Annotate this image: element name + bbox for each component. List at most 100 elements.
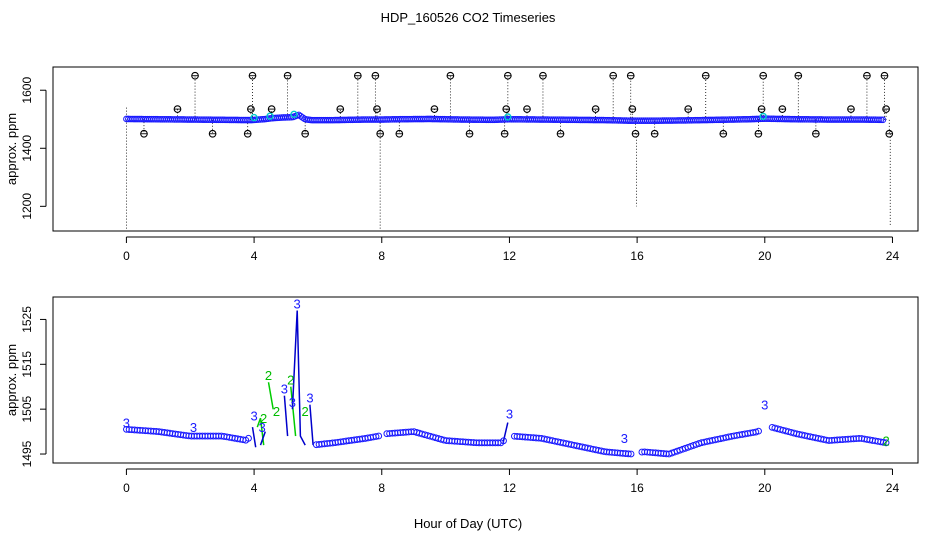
outlier-point: [754, 129, 763, 138]
cyan-point: [504, 113, 512, 121]
series-3-marker: 3: [281, 382, 288, 397]
series-line: [309, 404, 314, 446]
outlier-point: [863, 71, 871, 80]
cyan-point: [266, 112, 274, 120]
outlier-point: [247, 105, 255, 113]
outlier-point: [500, 129, 509, 138]
outlier-point: [523, 105, 531, 113]
cyan-point: [290, 110, 298, 119]
series-line: [290, 386, 297, 437]
outlier-point: [794, 71, 803, 80]
outlier-point: [812, 129, 820, 138]
bottom-axes: 0 4 8 12 16 20 24 1495 1505 1515 1525: [20, 306, 899, 495]
outlier-point: [778, 105, 787, 113]
baseline-point: [875, 116, 883, 124]
outlier-point: [371, 71, 380, 80]
outlier-point: [757, 105, 766, 113]
outlier-point: [248, 71, 257, 80]
bottom-y-tick-label: 1495: [20, 440, 34, 467]
series-point: [245, 434, 252, 442]
outlier-point: [336, 105, 345, 113]
bottom-x-tick-label: 16: [630, 481, 644, 495]
series-point: [755, 427, 762, 435]
series-line: [502, 422, 509, 443]
series-2-marker: 2: [265, 368, 272, 383]
bottom-x-tick-label: 4: [251, 481, 258, 495]
outlier-point: [243, 129, 252, 138]
outlier-point: [140, 129, 148, 138]
bottom-x-tick-label: 8: [378, 481, 385, 495]
bottom-x-tick-label: 24: [886, 481, 900, 495]
bottom-x-tick-label: 20: [758, 481, 772, 495]
x-axis-label: Hour of Day (UTC): [414, 516, 522, 531]
series-line: [259, 431, 267, 446]
series-3-marker: 3: [289, 395, 296, 410]
top-x-tick-label: 8: [378, 249, 385, 263]
series-point: [882, 439, 890, 447]
outlier-point: [885, 129, 894, 138]
series-3-marker: 3: [258, 420, 265, 435]
bottom-y-tick-label: 1525: [20, 306, 34, 333]
outlier-point: [701, 71, 710, 80]
top-x-tick-label: 0: [123, 249, 130, 263]
outlier-point: [283, 71, 292, 80]
series-3-marker: 3: [190, 420, 197, 435]
outlier-point: [465, 129, 474, 138]
series-line: [283, 395, 289, 437]
outlier-point: [502, 105, 511, 113]
outlier-point: [395, 129, 404, 138]
outlier-point: [539, 71, 547, 80]
outlier-point: [173, 105, 182, 113]
outlier-point: [430, 105, 439, 113]
series-line: [251, 426, 257, 448]
bottom-panel: approx. ppm 0 4 8 12 16 20 241495150515151525 …: [4, 296, 919, 495]
top-x-tick-label: 20: [758, 249, 772, 263]
outlier-point: [759, 71, 768, 80]
bottom-plot-frame: [52, 296, 919, 464]
outlier-point: [880, 71, 889, 80]
outlier-point: [650, 129, 659, 138]
series-point: [500, 437, 507, 445]
outlier-point: [301, 129, 310, 138]
top-ylabel: approx. ppm: [4, 113, 19, 185]
outlier-point: [353, 71, 362, 80]
outlier-point: [847, 105, 855, 113]
outlier-point: [684, 105, 693, 113]
top-axes: 0 4 8 12 16 20 24 1200 1400 1600: [20, 77, 899, 263]
outlier-point: [373, 105, 381, 113]
outlier-point: [719, 129, 728, 138]
outlier-point: [503, 71, 512, 80]
series-2-marker: 2: [273, 404, 280, 419]
outlier-point: [208, 129, 217, 138]
series-2-marker: 2: [882, 433, 889, 448]
bottom-y-tick-label: 1515: [20, 351, 34, 378]
series-line: [267, 382, 274, 410]
series-3-marker: 3: [621, 431, 628, 446]
baseline-point: [877, 116, 885, 124]
outlier-point: [556, 129, 565, 138]
outlier-point: [446, 71, 455, 80]
series-point: [372, 433, 380, 440]
outlier-point: [628, 105, 637, 113]
outlier-point: [609, 71, 618, 80]
bottom-x-tick-label: 0: [123, 481, 130, 495]
outlier-point: [191, 71, 199, 80]
series-point: [879, 438, 887, 446]
top-panel: approx. ppm 0 4 8 12 16 20 24 1200 1400 1600: [4, 66, 919, 263]
series-3-marker: 3: [306, 391, 313, 406]
series-point: [375, 432, 383, 440]
top-y-tick-label: 1600: [20, 77, 34, 104]
top-y-tick-label: 1200: [20, 193, 34, 220]
figure-title: HDP_160526 CO2 Timeseries: [381, 10, 556, 25]
top-x-tick-label: 16: [630, 249, 644, 263]
baseline-point: [299, 114, 306, 121]
outlier-point: [626, 71, 635, 80]
outlier-point: [267, 105, 276, 113]
bottom-ylabel: approx. ppm: [4, 344, 19, 416]
series-line: [256, 417, 265, 446]
top-data-marks: [123, 71, 894, 231]
outlier-point: [882, 105, 890, 113]
baseline-point: [879, 116, 887, 124]
